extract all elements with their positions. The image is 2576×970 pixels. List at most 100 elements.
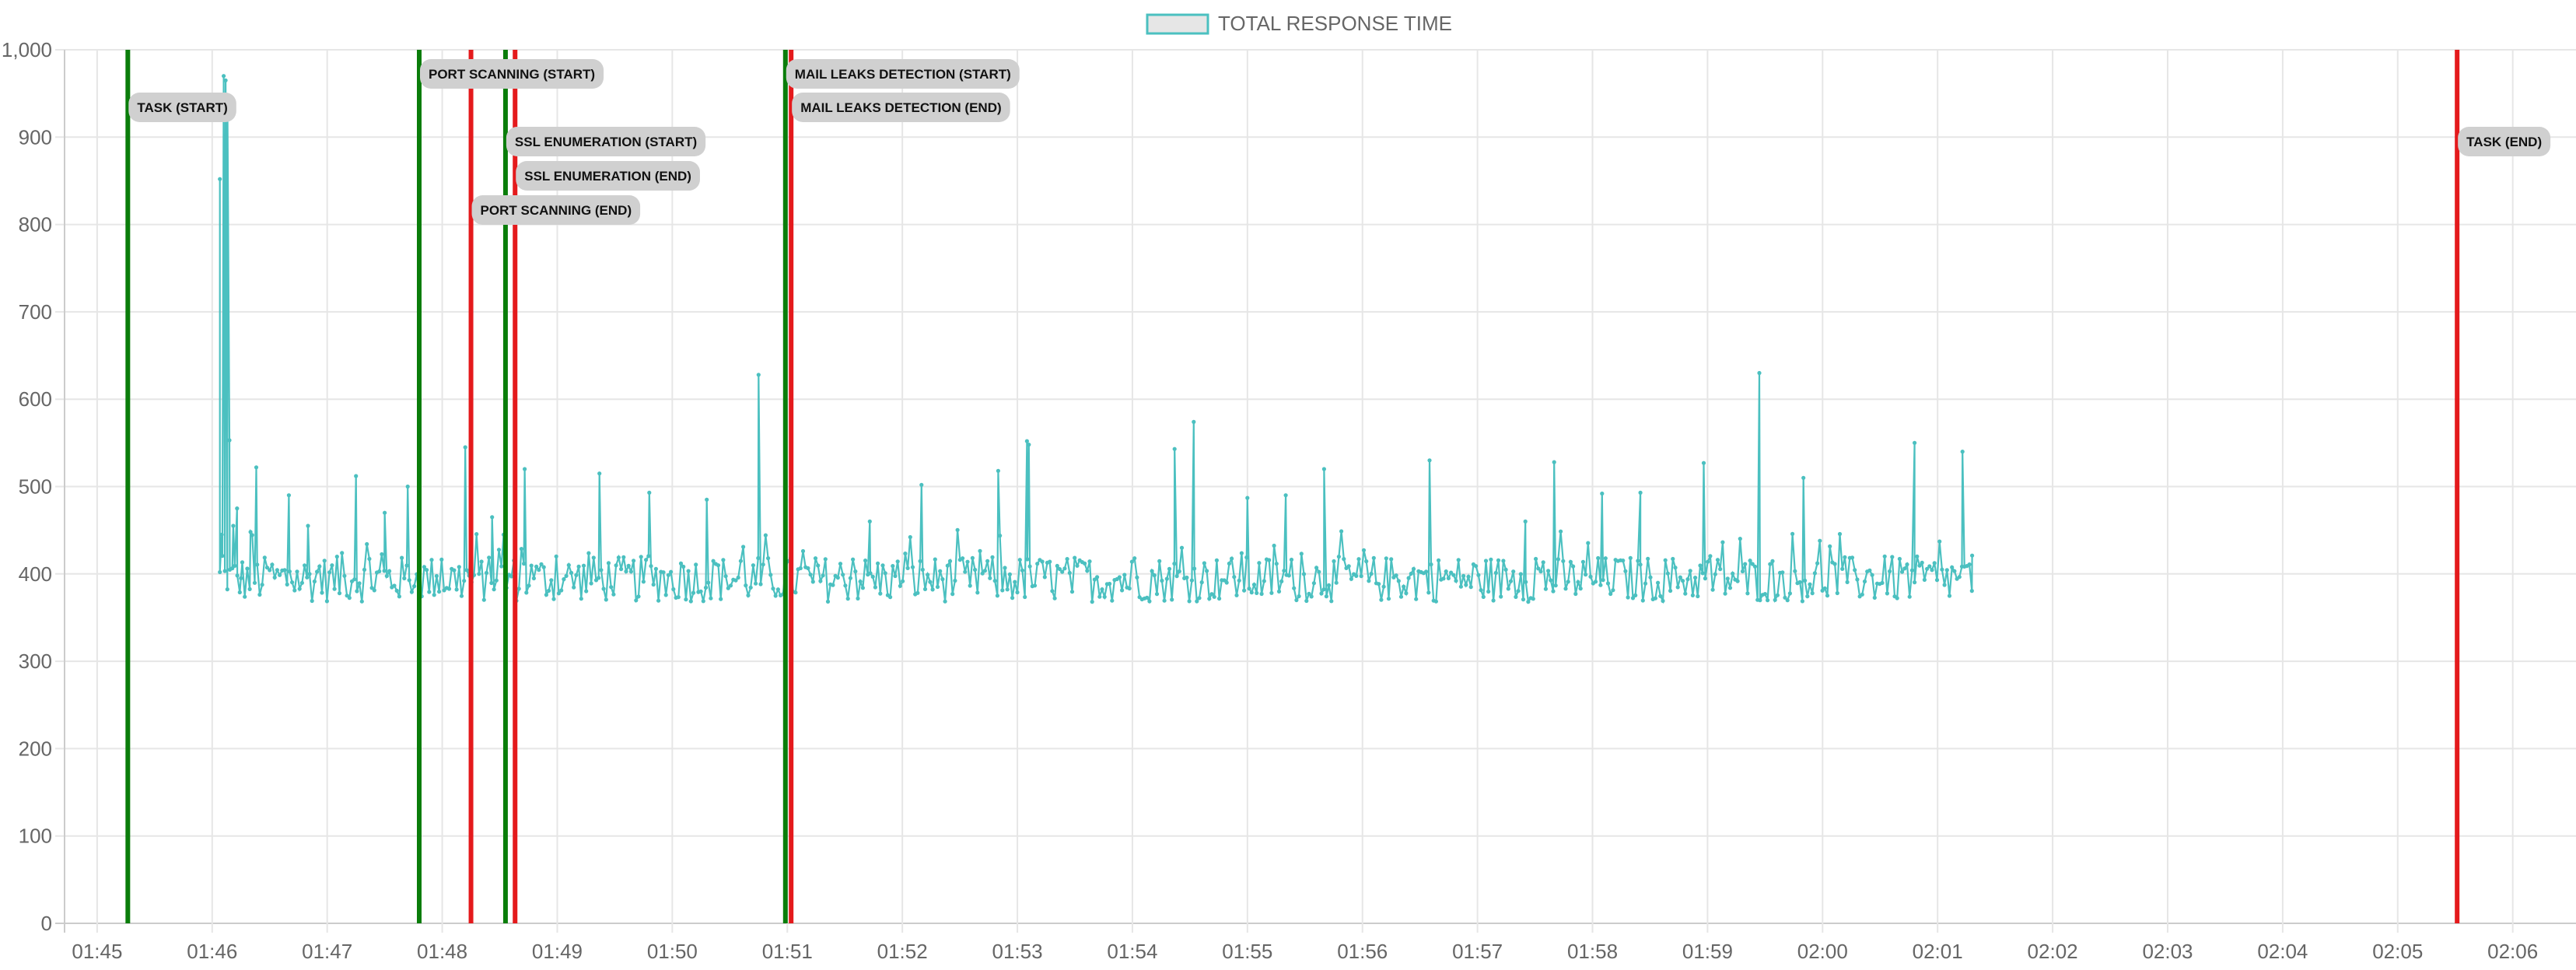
data-point (1411, 566, 1416, 572)
data-point (1057, 567, 1062, 572)
series-total-response-time (218, 74, 1975, 604)
data-point (982, 569, 987, 573)
data-point (1466, 574, 1471, 579)
data-point (1100, 587, 1104, 592)
data-point (676, 595, 681, 600)
data-point (523, 467, 527, 471)
data-point (1292, 586, 1297, 590)
data-point (758, 582, 763, 587)
data-point (719, 597, 723, 601)
data-point (1598, 583, 1603, 587)
data-point (818, 579, 823, 583)
data-point (1255, 590, 1259, 596)
data-point (1501, 559, 1506, 563)
data-point (726, 586, 730, 590)
event-annotation-box (516, 161, 700, 191)
data-point (337, 591, 342, 596)
data-point (1272, 543, 1276, 548)
data-point (1718, 567, 1723, 572)
data-point (569, 570, 574, 576)
data-point (1556, 557, 1560, 562)
data-point (756, 555, 761, 561)
data-point (432, 593, 436, 597)
data-point (990, 555, 995, 560)
data-point (853, 569, 858, 574)
data-point (547, 588, 551, 594)
data-point (1681, 579, 1685, 583)
data-point (268, 568, 272, 573)
data-point (1294, 597, 1299, 603)
data-point (1825, 594, 1830, 598)
data-point (1638, 562, 1643, 567)
data-point (1177, 569, 1181, 574)
data-point (800, 548, 806, 554)
y-tick-label: 600 (19, 387, 52, 411)
x-tick-label: 01:55 (1222, 940, 1272, 963)
data-point (1800, 599, 1804, 604)
data-point (1065, 557, 1069, 562)
event-annotation-label: MAIL LEAKS DETECTION (END) (800, 100, 1001, 115)
data-point (1710, 587, 1715, 592)
data-point (1552, 460, 1556, 464)
data-point (1665, 571, 1670, 576)
event-annotation-box (471, 195, 641, 225)
data-point (748, 585, 753, 590)
data-point (1578, 587, 1583, 591)
data-point (1770, 559, 1775, 564)
data-point (1766, 598, 1770, 603)
data-point (1947, 594, 1952, 598)
event-annotations: TASK (START) PORT SCANNING (START) PORT SC… (128, 59, 2551, 225)
data-point (303, 563, 307, 568)
data-point (1274, 562, 1279, 566)
legend[interactable]: TOTAL RESPONSE TIME (1146, 12, 1452, 35)
data-point (529, 563, 534, 568)
data-point (888, 595, 893, 600)
data-point (1700, 571, 1705, 576)
data-point (1359, 574, 1363, 579)
data-point (1404, 591, 1409, 596)
data-point (1267, 558, 1272, 562)
data-point (306, 524, 310, 528)
data-point (347, 596, 352, 601)
data-point (1461, 573, 1466, 579)
data-point (1468, 585, 1473, 590)
data-point (1317, 569, 1321, 574)
data-point (564, 573, 569, 579)
data-point (1937, 539, 1942, 544)
data-point (1327, 583, 1332, 588)
data-point (1793, 569, 1797, 573)
x-tick-label: 01:53 (992, 940, 1043, 963)
y-tick-label: 0 (41, 912, 52, 935)
data-point (1304, 598, 1309, 604)
data-point (611, 592, 616, 597)
data-point (843, 583, 848, 588)
data-point (1067, 570, 1072, 576)
data-point (239, 576, 243, 581)
data-point (945, 563, 950, 568)
data-point (544, 593, 549, 597)
data-point (327, 570, 332, 575)
data-point (1603, 556, 1608, 561)
data-point (1551, 589, 1556, 594)
event-annotation-label: SSL ENUMERATION (START) (515, 135, 697, 149)
data-point (1433, 599, 1438, 604)
y-tick-label: 1,000 (2, 38, 52, 61)
data-point (1354, 573, 1359, 579)
data-point (1025, 557, 1030, 562)
data-point (1922, 577, 1927, 583)
data-point (1040, 559, 1045, 564)
data-point (1870, 573, 1874, 577)
data-point (1543, 587, 1548, 591)
data-point (591, 555, 596, 560)
y-tick-label: 200 (19, 737, 52, 760)
data-point (908, 534, 912, 540)
event-markers (125, 50, 2460, 923)
data-point (1850, 555, 1855, 560)
data-point (1790, 531, 1795, 537)
data-point (566, 562, 571, 568)
data-point (935, 584, 940, 590)
data-point (1967, 562, 1972, 567)
data-point (992, 579, 997, 583)
data-point (1909, 568, 1914, 573)
data-point (1217, 596, 1222, 601)
